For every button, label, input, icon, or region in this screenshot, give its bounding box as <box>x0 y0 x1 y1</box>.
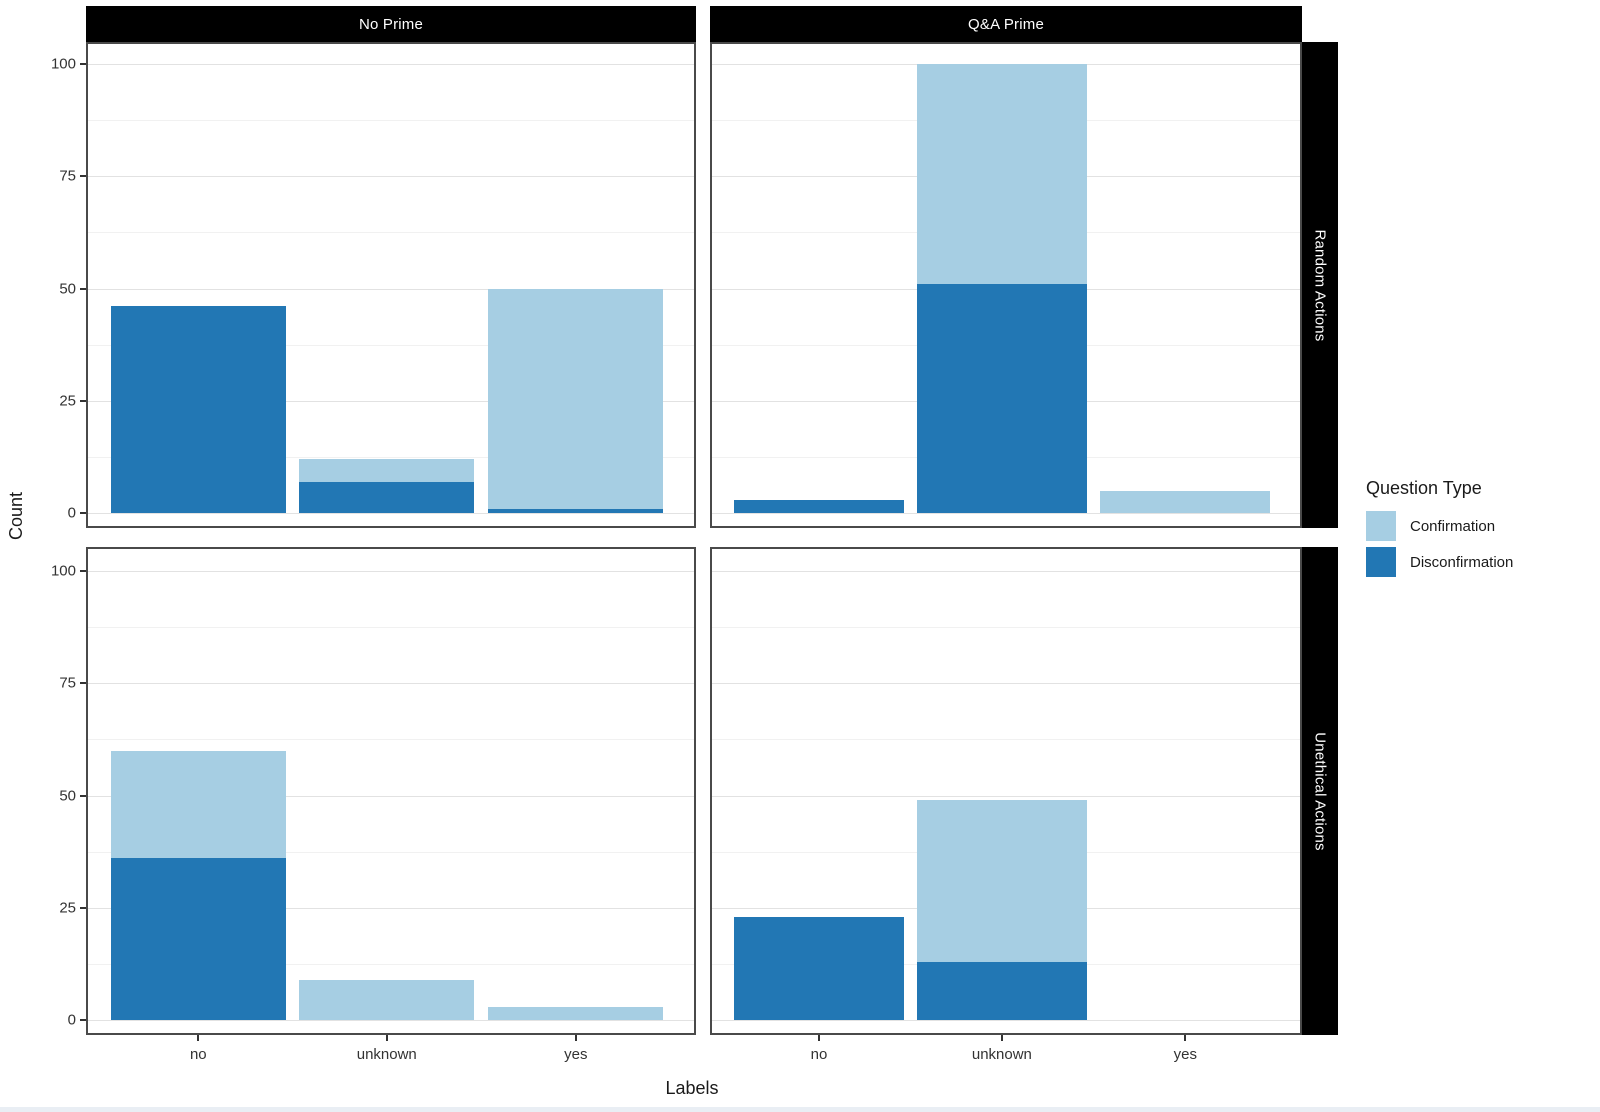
gridline-minor <box>88 963 694 965</box>
y-tick-label: 50 <box>59 280 76 297</box>
x-tick-label: yes <box>1173 1046 1197 1063</box>
legend-label-disconfirmation: Disconfirmation <box>1410 553 1514 571</box>
bar-segment-confirmation <box>299 459 475 482</box>
gridline-minor <box>88 851 694 853</box>
gridline-major <box>88 513 694 514</box>
bar-segment-confirmation <box>110 750 286 859</box>
x-tick-mark <box>1184 1035 1187 1041</box>
gridline-minor <box>88 627 694 629</box>
y-tick-mark <box>80 1019 86 1021</box>
bar-segment-disconfirmation <box>734 916 904 1020</box>
y-tick-label: 25 <box>59 392 76 410</box>
confirmation-swatch <box>1366 511 1396 541</box>
y-tick-mark <box>80 399 86 402</box>
bottom-edge-strip <box>0 1107 1600 1112</box>
y-tick-label: 100 <box>50 55 76 73</box>
x-tick-label: yes <box>564 1046 588 1063</box>
x-axis-title: Labels <box>665 1078 719 1098</box>
facet-strip-random-actions: Random Actions <box>1302 42 1338 528</box>
y-tick-label: 0 <box>67 1011 76 1029</box>
y-tick-mark <box>80 512 86 514</box>
gridline-major <box>88 683 694 685</box>
gridline-major <box>88 1020 694 1021</box>
y-tick-mark <box>80 175 86 178</box>
gridline-minor <box>88 232 694 234</box>
bar-segment-confirmation <box>916 64 1087 284</box>
bar-segment-disconfirmation <box>110 858 286 1020</box>
gridline-major <box>712 795 1300 797</box>
facet-strip-unethical-actions-label: Unethical Actions <box>1311 731 1329 851</box>
y-tick-label: 75 <box>59 167 76 185</box>
legend: Question Type Confirmation Disconfirmati… <box>1366 478 1592 583</box>
bar-segment-disconfirmation <box>299 481 475 513</box>
y-tick-mark <box>80 287 86 290</box>
legend-item-confirmation: Confirmation <box>1366 511 1592 541</box>
y-tick-mark <box>80 906 86 909</box>
facet-strip-qa-prime: Q&A Prime <box>710 6 1302 42</box>
gridline-minor <box>712 739 1300 741</box>
bar-segment-disconfirmation <box>488 508 664 513</box>
bar-segment-confirmation <box>488 1006 664 1020</box>
bar-segment-confirmation <box>1100 490 1271 513</box>
y-tick-label: 25 <box>59 899 76 917</box>
x-tick-label: no <box>810 1046 828 1063</box>
gridline-major <box>88 64 694 65</box>
gridline-minor <box>88 344 694 346</box>
panel-random-actions-no-prime <box>86 42 696 528</box>
y-tick-label: 50 <box>59 787 76 804</box>
gridline-major <box>712 571 1300 572</box>
x-tick-label: unknown <box>356 1046 417 1063</box>
legend-item-disconfirmation: Disconfirmation <box>1366 547 1592 577</box>
x-tick-mark <box>197 1035 200 1041</box>
y-tick-mark <box>80 570 86 572</box>
gridline-major <box>88 176 694 178</box>
panel-random-actions-qa-prime <box>710 42 1302 528</box>
bar-segment-confirmation <box>299 979 475 1020</box>
facet-strip-no-prime: No Prime <box>86 6 696 42</box>
gridline-major <box>712 513 1300 514</box>
gridline-major <box>88 907 694 909</box>
bar-segment-confirmation <box>488 288 664 509</box>
gridline-major <box>712 683 1300 685</box>
bar-segment-disconfirmation <box>734 499 904 513</box>
gridline-minor <box>88 456 694 458</box>
facet-strip-random-actions-label: Random Actions <box>1311 228 1329 342</box>
gridline-major <box>88 288 694 290</box>
y-tick-label: 75 <box>59 674 76 692</box>
bar-segment-disconfirmation <box>916 284 1087 513</box>
y-tick-mark <box>80 63 86 65</box>
gridline-major <box>712 1020 1300 1021</box>
y-tick-mark <box>80 794 86 797</box>
y-axis-title: Count <box>6 491 26 540</box>
gridline-minor <box>88 739 694 741</box>
y-tick-label: 0 <box>67 504 76 522</box>
bar-segment-confirmation <box>916 799 1087 962</box>
legend-title: Question Type <box>1366 478 1482 498</box>
x-tick-mark <box>818 1035 821 1041</box>
panel-unethical-actions-no-prime <box>86 547 696 1035</box>
x-tick-label: no <box>189 1046 207 1063</box>
bar-segment-disconfirmation <box>110 306 286 513</box>
y-tick-mark <box>80 682 86 685</box>
gridline-minor <box>712 627 1300 629</box>
x-tick-mark <box>1000 1035 1003 1041</box>
gridline-major <box>88 400 694 402</box>
x-tick-label: unknown <box>971 1046 1032 1063</box>
gridline-major <box>88 795 694 797</box>
disconfirmation-swatch <box>1366 547 1396 577</box>
x-tick-mark <box>385 1035 388 1041</box>
gridline-minor <box>88 120 694 122</box>
gridline-major <box>88 571 694 572</box>
bar-segment-disconfirmation <box>916 961 1087 1020</box>
x-tick-mark <box>574 1035 577 1041</box>
panel-unethical-actions-qa-prime <box>710 547 1302 1035</box>
facet-strip-unethical-actions: Unethical Actions <box>1302 547 1338 1035</box>
legend-label-confirmation: Confirmation <box>1410 517 1496 535</box>
y-tick-label: 100 <box>50 562 76 580</box>
